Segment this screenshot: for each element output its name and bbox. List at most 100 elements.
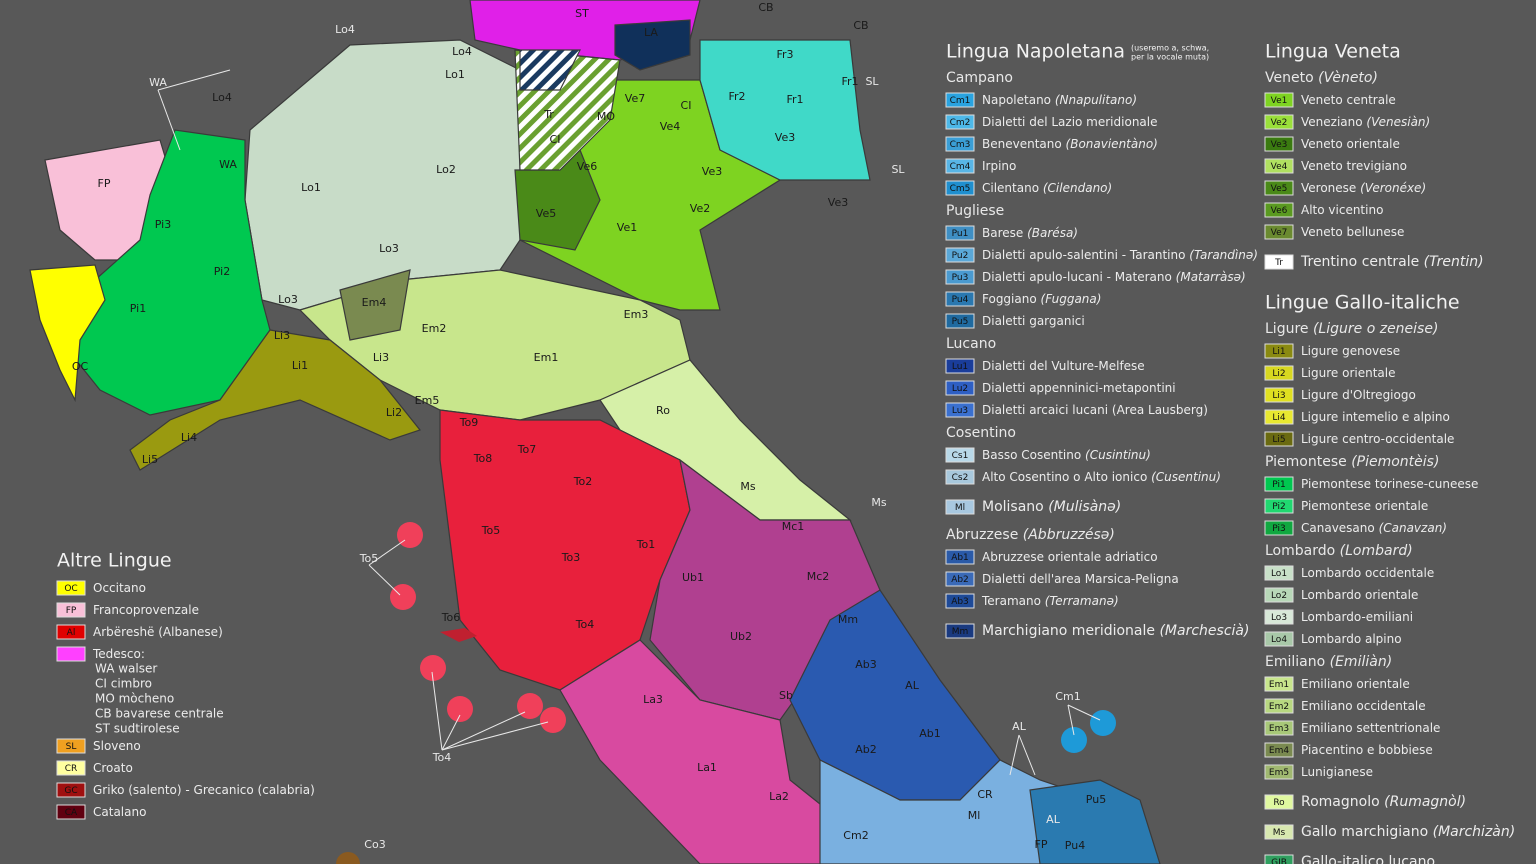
region-code: SL [865, 75, 879, 88]
legend-label: Tedesco: [92, 647, 145, 661]
legend-swatch [1264, 565, 1294, 581]
region-code: Co3 [364, 838, 385, 851]
region-code: Pu4 [1065, 839, 1085, 852]
legend-code: CA [65, 808, 78, 818]
legend-label: Irpino [982, 159, 1016, 173]
region-code: Pi1 [130, 302, 146, 315]
legend-label: Basso Cosentino (Cusintinu) [982, 448, 1151, 462]
label-native: (Marchizàn) [1433, 824, 1516, 840]
legend-code: Cm4 [950, 162, 971, 172]
legend-code: Cm5 [950, 184, 971, 194]
legend-code: Pi2 [1272, 502, 1285, 512]
region-code: To2 [573, 475, 593, 488]
legend-label: Foggiano (Fuggana) [982, 292, 1101, 306]
legend-swatch [945, 358, 975, 374]
label-name: Dialetti del Vulture-Melfese [982, 359, 1145, 373]
legend-label: Gallo-italico lucano [1301, 854, 1435, 864]
legend-swatch [1264, 587, 1294, 603]
leader-line [157, 89, 181, 151]
region-code: SL [891, 163, 905, 176]
region-code: Ve7 [625, 92, 645, 105]
region-code: Pu5 [1086, 793, 1106, 806]
legend-code: Cm1 [950, 96, 971, 106]
legend-code: SL [66, 742, 77, 752]
region-code: CI [681, 99, 692, 112]
legend-subline: CI cimbro [95, 677, 152, 691]
label-name: Veneto centrale [1301, 93, 1396, 107]
legend-swatch [1264, 343, 1294, 359]
legend-subline: CB bavarese centrale [95, 707, 224, 721]
region-code: To5 [481, 524, 501, 537]
subtitle-text: Lucano [946, 336, 996, 352]
label-name: Veronese [1301, 181, 1356, 195]
label-name: Veneto bellunese [1301, 225, 1404, 239]
legend-label: Piemontese orientale [1301, 499, 1428, 513]
legend-subtitle: Piemontese (Piemontèis) [1265, 454, 1439, 470]
region-code: Lo3 [379, 242, 399, 255]
region-code: Ab2 [855, 743, 877, 756]
legend-code: OC [64, 584, 77, 594]
legend-swatch [56, 624, 86, 640]
legend-swatch [1264, 520, 1294, 536]
legend-code: Al [67, 628, 76, 638]
region-code: Lo2 [436, 163, 456, 176]
label-name: Dialetti del Lazio meridionale [982, 115, 1158, 129]
legend-label: Dialetti apulo-lucani - Materano (Matarr… [982, 270, 1246, 284]
label-name: Gallo marchigiano [1301, 824, 1428, 840]
region-code: Pi3 [155, 218, 171, 231]
legend-swatch [56, 804, 86, 820]
region-code: Mc2 [807, 570, 830, 583]
subtitle-text: Veneto [1265, 70, 1314, 86]
legend-code: Ve7 [1271, 228, 1288, 238]
legend-label: Veneto orientale [1301, 137, 1400, 151]
legend-swatch [945, 136, 975, 152]
legend-swatch [1264, 387, 1294, 403]
legend-label: Alto Cosentino o Alto ionico (Cusentinu) [982, 470, 1221, 484]
legend-subtitle: Lombardo (Lombard) [1265, 543, 1413, 559]
legend-label: Veneziano (Venesiàn) [1301, 115, 1430, 129]
legend-code: Em4 [1269, 746, 1289, 756]
label-name: Basso Cosentino [982, 448, 1081, 462]
region-code: To8 [473, 452, 493, 465]
legend-swatch [1264, 676, 1294, 692]
region-code: Li2 [386, 406, 402, 419]
region-code: Lo1 [445, 68, 465, 81]
legend-label: Canavesano (Canavzan) [1301, 521, 1447, 535]
label-native: (Canavzan) [1379, 521, 1447, 535]
legend-code: Pu4 [952, 295, 969, 305]
legend-swatch [56, 580, 86, 596]
legend-swatch [945, 380, 975, 396]
legend-subline: ST sudtirolese [95, 722, 180, 736]
legend-swatch [1264, 92, 1294, 108]
label-name: Veneto orientale [1301, 137, 1400, 151]
legend-swatch [945, 92, 975, 108]
region-code: Ub1 [682, 571, 704, 584]
legend-code: Lu3 [952, 406, 968, 416]
legend-label: Ligure intemelio e alpino [1301, 410, 1450, 424]
legend-subtitle: Pugliese [946, 203, 1004, 219]
legend-label: Lunigianese [1301, 765, 1373, 779]
island [336, 852, 360, 864]
label-name: Gallo-italico lucano [1301, 854, 1435, 864]
label-native: (Marchescià) [1159, 623, 1249, 639]
region-code: CB [758, 1, 773, 14]
legend-swatch [1264, 720, 1294, 736]
legend-label: Piacentino e bobbiese [1301, 743, 1433, 757]
region-code: Tr [543, 108, 554, 121]
subtitle-text: Ligure [1265, 321, 1309, 337]
island [397, 522, 423, 548]
legend-swatch [1264, 431, 1294, 447]
legend-code: Ro [1273, 798, 1285, 808]
legend-swatch [945, 313, 975, 329]
region-code: Mc1 [782, 520, 805, 533]
legend-code: Cm3 [950, 140, 971, 150]
region-ladino-hatch [519, 49, 581, 91]
legend-label: Abruzzese orientale adriatico [982, 550, 1158, 564]
label-name: Napoletano [982, 93, 1051, 107]
legend-code: Li4 [1272, 413, 1286, 423]
island [517, 693, 543, 719]
label-name: Canavesano [1301, 521, 1375, 535]
label-name: Sloveno [93, 739, 141, 753]
legend-label: Dialetti apulo-salentini - Tarantino (Ta… [982, 248, 1258, 262]
legend-swatch [1264, 631, 1294, 647]
